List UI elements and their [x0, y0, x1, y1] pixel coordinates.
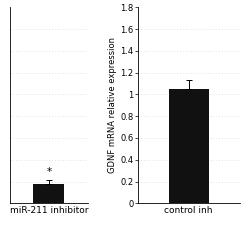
Y-axis label: GDNF mRNA relative expression: GDNF mRNA relative expression: [108, 37, 117, 173]
Text: *: *: [46, 166, 52, 177]
Bar: [33, 184, 64, 203]
Bar: [169, 89, 209, 203]
